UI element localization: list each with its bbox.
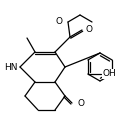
Text: O: O <box>56 17 63 25</box>
Text: O: O <box>86 25 93 35</box>
Text: O: O <box>77 99 84 107</box>
Text: HN: HN <box>5 62 18 71</box>
Text: OH: OH <box>103 70 117 78</box>
